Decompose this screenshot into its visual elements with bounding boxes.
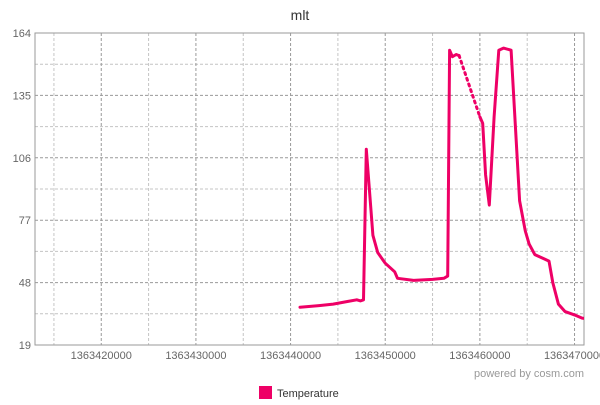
legend: Temperature bbox=[259, 386, 339, 400]
y-tick-label: 19 bbox=[19, 340, 31, 352]
x-tick-label: 1363430000 bbox=[165, 350, 226, 362]
legend-label: Temperature bbox=[277, 388, 339, 400]
series-line bbox=[298, 48, 461, 309]
y-tick-label: 48 bbox=[19, 278, 31, 290]
x-tick-label: 1363420000 bbox=[71, 350, 132, 362]
footer-credit: powered by cosm.com bbox=[474, 368, 584, 380]
x-tick-label: 1363470000 bbox=[544, 350, 600, 362]
series-line bbox=[478, 46, 584, 320]
grid-lines bbox=[35, 32, 584, 346]
legend-swatch bbox=[259, 386, 272, 399]
y-axis-tick-labels: 19 48 77 106 135 164 bbox=[13, 28, 31, 352]
series-lines bbox=[298, 46, 584, 320]
x-tick-label: 1363460000 bbox=[449, 350, 510, 362]
plot-area-border bbox=[34, 32, 585, 346]
x-tick-label: 1363450000 bbox=[355, 350, 416, 362]
x-tick-label: 1363440000 bbox=[260, 350, 321, 362]
y-tick-label: 77 bbox=[19, 215, 31, 227]
y-tick-label: 164 bbox=[13, 28, 31, 40]
series-gap-line bbox=[457, 54, 482, 119]
y-tick-label: 106 bbox=[13, 153, 31, 165]
y-tick-label: 135 bbox=[13, 90, 31, 102]
x-axis-tick-labels: 1363420000 1363430000 1363440000 1363450000… bbox=[71, 350, 600, 362]
chart-title: mlt bbox=[291, 7, 310, 23]
